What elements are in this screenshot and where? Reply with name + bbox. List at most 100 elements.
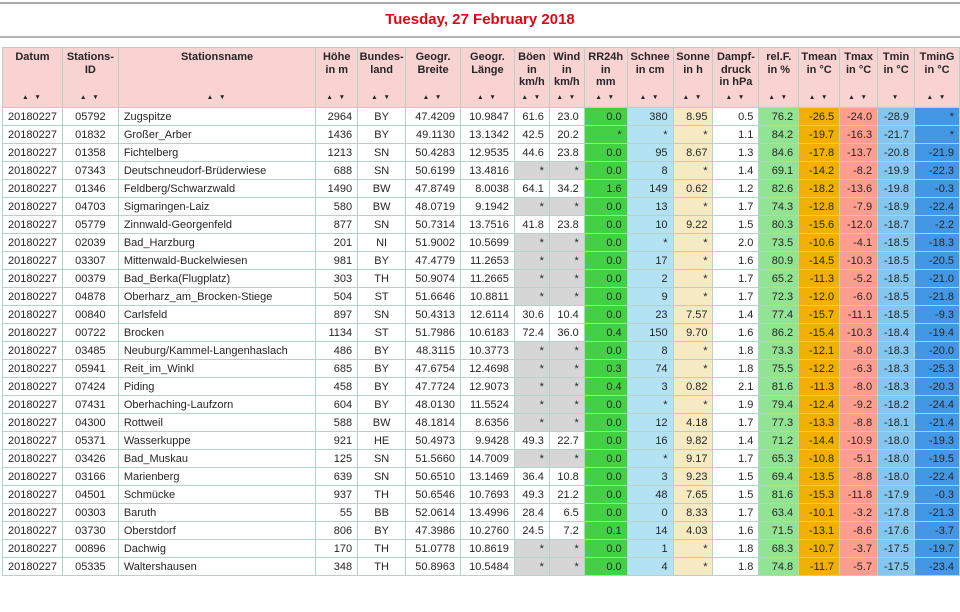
cell-schnee: * — [626, 449, 674, 468]
cell-relf: 79.4 — [758, 395, 800, 414]
cell-tmean: -13.5 — [798, 467, 841, 486]
cell-dampfdruck: 1.7 — [712, 197, 760, 216]
cell-sonne: 7.57 — [672, 305, 714, 324]
cell-bundesland: BY — [357, 395, 407, 414]
cell-stationsname: Bad_Muskau — [117, 449, 317, 468]
sort-asc-desc-icons[interactable]: ▲ ▼ — [371, 93, 392, 101]
cell-tming: -19.7 — [914, 539, 960, 558]
cell-geogr-breite: 47.7724 — [405, 377, 461, 396]
cell-wind: 10.8 — [548, 467, 585, 486]
column-header-dampfdruck[interactable]: Dampf-druck in hPa ▲ ▼ — [712, 47, 760, 108]
sort-asc-desc-icons[interactable]: ▲ ▼ — [22, 93, 43, 101]
sort-asc-desc-icons[interactable]: ▲ ▼ — [639, 93, 661, 101]
cell-relf: 74.3 — [758, 197, 800, 216]
cell-schnee: 4 — [626, 557, 674, 576]
sort-desc-icon[interactable]: ▼ — [891, 93, 901, 101]
cell-geogr-laenge: 13.1469 — [459, 467, 515, 486]
cell-stationsname: Reit_im_Winkl — [117, 359, 317, 378]
cell-wind: * — [548, 413, 585, 432]
cell-stationsname: Neuburg/Kammel-Langenhaslach — [117, 341, 317, 360]
sort-asc-desc-icons[interactable]: ▲ ▼ — [725, 93, 747, 101]
cell-wind: 22.7 — [548, 431, 585, 450]
column-header-station-id[interactable]: Stations- ID ▲ ▼ — [61, 47, 119, 108]
cell-schnee: 23 — [626, 305, 674, 324]
cell-sonne: * — [672, 539, 714, 558]
column-header-bundesland[interactable]: Bundes-land ▲ ▼ — [357, 47, 407, 108]
table-row: 20180227 04300 Rottweil 588 BW 48.1814 8.6356 *… — [2, 413, 960, 432]
column-header-tmean[interactable]: Tmean in °C ▲ ▼ — [798, 47, 841, 108]
sort-asc-desc-icons[interactable]: ▲ ▼ — [521, 93, 543, 101]
cell-station-id: 05941 — [61, 359, 119, 378]
cell-hoehe: 1134 — [315, 323, 359, 342]
cell-geogr-breite: 50.7314 — [405, 215, 461, 234]
title-divider — [0, 36, 960, 38]
column-header-tmax[interactable]: Tmax in °C ▲ ▼ — [839, 47, 879, 108]
cell-tming: -19.3 — [914, 431, 960, 450]
column-header-hoehe[interactable]: Höhe in m ▲ ▼ — [315, 47, 359, 108]
column-header-stationsname[interactable]: Stationsname ▲ ▼ — [117, 47, 317, 108]
column-header-tmin[interactable]: Tmin in °C ▼ — [877, 47, 916, 108]
sort-asc-desc-icons[interactable]: ▲ ▼ — [206, 93, 228, 101]
cell-tmin: -19.9 — [877, 161, 916, 180]
cell-relf: 65.2 — [758, 269, 800, 288]
cell-tmin: -18.3 — [877, 341, 916, 360]
column-header-boeen[interactable]: Böen in km/h ▲ ▼ — [513, 47, 550, 108]
column-header-datum[interactable]: Datum ▲ ▼ — [2, 47, 63, 108]
column-header-relf[interactable]: rel.F. in % ▲ ▼ — [758, 47, 800, 108]
cell-geogr-laenge: 9.1942 — [459, 197, 515, 216]
cell-boeen: * — [513, 287, 550, 306]
column-header-wind[interactable]: Wind in km/h ▲ ▼ — [548, 47, 585, 108]
sort-asc-desc-icons[interactable]: ▲ ▼ — [422, 93, 444, 101]
cell-dampfdruck: 1.7 — [712, 449, 760, 468]
cell-bundesland: HE — [357, 431, 407, 450]
cell-stationsname: Deutschneudorf-Brüderwiese — [117, 161, 317, 180]
sort-asc-desc-icons[interactable]: ▲ ▼ — [80, 93, 101, 101]
cell-rr24h: 0.0 — [583, 287, 628, 306]
column-header-geogr-breite[interactable]: Geogr. Breite ▲ ▼ — [405, 47, 461, 108]
cell-tmax: -8.2 — [839, 161, 879, 180]
cell-geogr-laenge: 13.4816 — [459, 161, 515, 180]
cell-bundesland: SN — [357, 215, 407, 234]
cell-bundesland: NI — [357, 233, 407, 252]
cell-tmin: -21.7 — [877, 125, 916, 144]
column-header-tming[interactable]: TminG in °C ▲ ▼ — [914, 47, 960, 108]
table-row: 20180227 01832 Großer_Arber 1436 BY 49.1130 13… — [2, 125, 960, 144]
cell-tmin: -18.3 — [877, 377, 916, 396]
cell-tmax: -7.9 — [839, 197, 879, 216]
sort-asc-desc-icons[interactable]: ▲ ▼ — [848, 93, 869, 101]
cell-wind: 10.4 — [548, 305, 585, 324]
cell-datum: 20180227 — [2, 197, 63, 216]
cell-relf: 84.2 — [758, 125, 800, 144]
cell-stationsname: Fichtelberg — [117, 143, 317, 162]
cell-tmax: -8.8 — [839, 413, 879, 432]
sort-asc-desc-icons[interactable]: ▲ ▼ — [926, 93, 948, 101]
sort-asc-desc-icons[interactable]: ▲ ▼ — [768, 93, 790, 101]
cell-wind: * — [548, 341, 585, 360]
table-row: 20180227 03426 Bad_Muskau 125 SN 51.5660 14.70… — [2, 449, 960, 468]
column-header-schnee[interactable]: Schnee in cm ▲ ▼ — [626, 47, 674, 108]
sort-asc-desc-icons[interactable]: ▲ ▼ — [477, 93, 498, 101]
sort-asc-desc-icons[interactable]: ▲ ▼ — [808, 93, 830, 101]
cell-schnee: 9 — [626, 287, 674, 306]
cell-tmin: -19.8 — [877, 179, 916, 198]
sort-asc-desc-icons[interactable]: ▲ ▼ — [682, 93, 704, 101]
column-header-rr24h[interactable]: RR24h in mm ▲ ▼ — [583, 47, 628, 108]
cell-geogr-breite: 48.0130 — [405, 395, 461, 414]
sort-asc-desc-icons[interactable]: ▲ ▼ — [326, 93, 348, 101]
cell-wind: * — [548, 269, 585, 288]
column-header-geogr-laenge[interactable]: Geogr. Länge ▲ ▼ — [459, 47, 515, 108]
cell-dampfdruck: 1.7 — [712, 287, 760, 306]
column-header-sonne[interactable]: Sonne in h ▲ ▼ — [672, 47, 714, 108]
cell-tmax: -8.8 — [839, 467, 879, 486]
cell-station-id: 02039 — [61, 233, 119, 252]
cell-dampfdruck: 1.7 — [712, 413, 760, 432]
cell-datum: 20180227 — [2, 251, 63, 270]
table-row: 20180227 07343 Deutschneudorf-Brüderwiese 6… — [2, 161, 960, 180]
sort-asc-desc-icons[interactable]: ▲ ▼ — [556, 93, 578, 101]
sort-asc-desc-icons[interactable]: ▲ ▼ — [595, 93, 617, 101]
cell-wind: 23.8 — [548, 215, 585, 234]
cell-dampfdruck: 1.8 — [712, 341, 760, 360]
cell-schnee: 3 — [626, 467, 674, 486]
cell-geogr-breite: 47.6754 — [405, 359, 461, 378]
cell-sonne: * — [672, 341, 714, 360]
